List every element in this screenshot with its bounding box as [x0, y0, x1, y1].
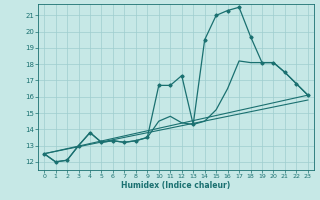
X-axis label: Humidex (Indice chaleur): Humidex (Indice chaleur) — [121, 181, 231, 190]
